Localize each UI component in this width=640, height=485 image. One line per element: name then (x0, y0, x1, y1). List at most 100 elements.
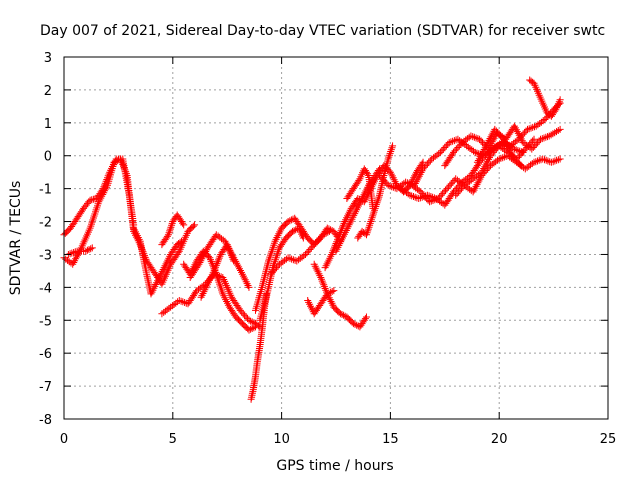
series-track-11 (256, 224, 307, 324)
data-point (446, 181, 454, 189)
data-point (322, 229, 330, 237)
data-point (374, 197, 382, 205)
data-point (179, 298, 187, 306)
data-point (541, 156, 548, 164)
data-point (99, 191, 107, 198)
data-point (530, 135, 538, 143)
data-point (245, 326, 253, 334)
data-point (474, 179, 482, 187)
data-point (540, 134, 548, 142)
data-point (180, 221, 188, 229)
data-point (289, 227, 296, 235)
data-point (328, 288, 336, 295)
series-track-19 (343, 165, 377, 212)
data-point (336, 310, 344, 318)
data-point (419, 165, 427, 173)
data-point (245, 316, 253, 324)
data-point (215, 256, 222, 264)
data-point (319, 279, 327, 287)
data-point (528, 145, 536, 153)
data-point (360, 191, 368, 199)
data-point (320, 281, 328, 289)
data-point (504, 144, 512, 152)
data-point (377, 173, 385, 181)
data-point (306, 246, 314, 253)
data-point (526, 140, 534, 148)
data-point (98, 192, 106, 200)
data-point (242, 313, 250, 321)
data-point (512, 146, 520, 154)
data-point (517, 135, 525, 143)
data-point (455, 188, 463, 196)
data-point (420, 191, 428, 199)
data-point (484, 138, 492, 146)
data-point (445, 139, 453, 147)
data-point (529, 123, 537, 131)
data-point (101, 187, 109, 195)
y-tick-label: -2 (39, 216, 52, 231)
data-point (288, 255, 296, 263)
data-point (375, 193, 383, 201)
data-point (351, 320, 359, 328)
y-axis-ticks: -8 -7 -6 -5 -4 -3 -2 -1 0 1 2 3 (39, 51, 608, 428)
data-point (423, 160, 431, 168)
data-point (225, 246, 233, 254)
y-tick-label: 2 (44, 84, 52, 99)
data-point (102, 185, 110, 193)
data-point (467, 132, 475, 140)
data-point (318, 275, 325, 283)
data-point (271, 265, 279, 273)
data-point (97, 194, 105, 202)
data-point (449, 137, 457, 145)
data-point (469, 188, 477, 196)
data-point (236, 265, 243, 273)
y-tick-label: -8 (39, 413, 52, 428)
data-point (117, 155, 125, 163)
series-track-14 (304, 287, 338, 318)
data-point (516, 133, 524, 141)
data-point (321, 285, 329, 292)
data-point (516, 160, 523, 168)
data-point (450, 148, 457, 156)
data-point (488, 150, 496, 158)
data-point (551, 157, 559, 165)
y-tick-label: -4 (39, 281, 52, 296)
data-point (452, 191, 460, 199)
data-point (369, 212, 377, 220)
data-point (415, 195, 423, 202)
y-tick-label: -1 (39, 183, 52, 198)
data-point (544, 133, 551, 141)
data-point (487, 133, 495, 141)
data-point (544, 157, 552, 165)
series-track-4 (130, 224, 186, 298)
data-point (452, 145, 460, 153)
data-point (455, 142, 463, 150)
series-track-6 (158, 270, 264, 331)
data-point (389, 142, 397, 150)
data-point (523, 144, 531, 151)
data-point (316, 234, 324, 242)
data-point (240, 274, 248, 282)
data-point (167, 223, 175, 231)
data-point (429, 197, 437, 204)
data-point (307, 302, 314, 310)
data-point (520, 147, 528, 155)
data-point (491, 125, 499, 133)
data-point (442, 186, 449, 194)
data-point (476, 135, 484, 143)
data-point (364, 227, 372, 235)
data-point (501, 137, 508, 145)
data-point (355, 176, 363, 184)
data-point (207, 256, 214, 264)
data-point (556, 125, 564, 133)
series-track-17 (332, 165, 384, 255)
data-point (228, 252, 236, 260)
data-point (223, 241, 231, 249)
data-point (364, 225, 372, 233)
data-point (418, 190, 426, 198)
data-point (439, 145, 447, 153)
y-axis-label: SDTVAR / TECUs (8, 181, 24, 296)
data-point (238, 308, 246, 316)
data-point (471, 148, 479, 156)
data-point (191, 221, 199, 229)
